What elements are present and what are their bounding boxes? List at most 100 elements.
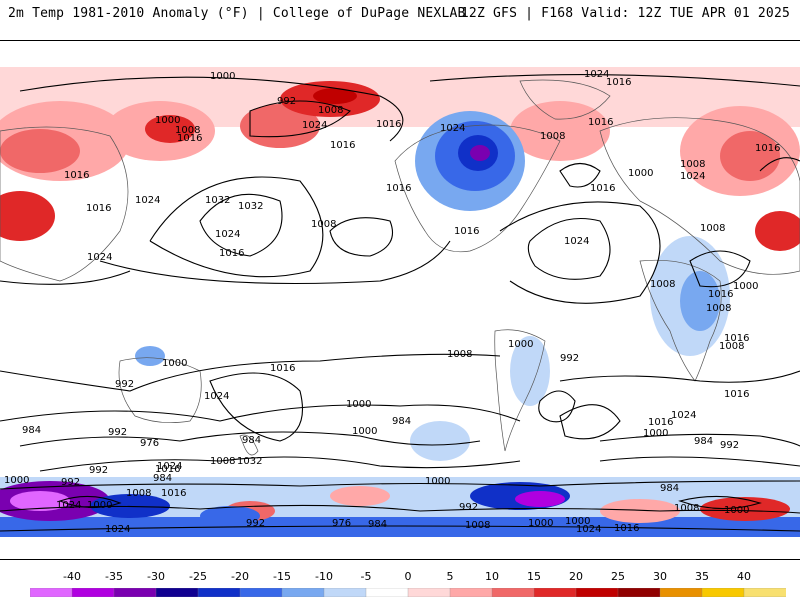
isobar-label: 1032: [237, 456, 262, 467]
colorbar-swatch: [407, 588, 451, 597]
colorbar-tick-label: -25: [189, 570, 207, 583]
isobar-label: 992: [277, 96, 296, 107]
isobar-label: 1024: [680, 171, 705, 182]
isobar-label: 1016: [330, 140, 355, 151]
isobar-label: 1024: [302, 120, 327, 131]
isobar-label: 1016: [724, 333, 749, 344]
colorbar-tick-label: 20: [569, 570, 583, 583]
isobar-label: 992: [459, 502, 478, 513]
isobar-label: 1000: [628, 168, 653, 179]
colorbar-tick-label: 0: [404, 570, 412, 583]
warm-anomaly-areas: [0, 81, 800, 523]
colorbar-tick-label: -20: [231, 570, 249, 583]
isobar-label: 1008: [311, 219, 336, 230]
colorbar-swatch: [113, 588, 157, 597]
colorbar-tick-label: 15: [527, 570, 541, 583]
isobar-label: 1024: [204, 391, 229, 402]
isobar-label: 984: [660, 483, 679, 494]
model-run-info: 12Z GFS | F168 Valid: 12Z TUE APR 01 202…: [460, 6, 790, 21]
isobar-label: 992: [560, 353, 579, 364]
coastlines: [0, 79, 800, 456]
isobar-label: 1008: [674, 503, 699, 514]
isobar-label: 1016: [614, 523, 639, 534]
isobar-label: 1016: [64, 170, 89, 181]
isobar-label: 1024: [576, 524, 601, 535]
isobar-label: 1008: [210, 456, 235, 467]
isobar-label: 976: [332, 518, 351, 529]
isobar-label: 1008: [126, 488, 151, 499]
isobar-label: 1000: [346, 399, 371, 410]
isobar-label: 1000: [643, 428, 668, 439]
colorbar-swatch: [449, 588, 493, 597]
isobar-label: 1000: [4, 475, 29, 486]
antarctic-cold-band: [0, 517, 800, 537]
isobar-label: 1024: [87, 252, 112, 263]
colorbar-swatch: [365, 588, 409, 597]
colorbar-tick-label: -15: [273, 570, 291, 583]
colorbar-tick-label: 35: [695, 570, 709, 583]
colorbar-scale: [30, 588, 786, 597]
colorbar-tick-label: 5: [446, 570, 454, 583]
isobar-label: 1008: [706, 303, 731, 314]
isobar-label: 1016: [386, 183, 411, 194]
isobar-label: 984: [392, 416, 411, 427]
colorbar-swatch: [491, 588, 535, 597]
colorbar-swatch: [659, 588, 703, 597]
isobar-label: 1016: [588, 117, 613, 128]
temperature-anomaly-map: 1000 992 1008 1000 1008 1024 1016 1016 1…: [0, 67, 800, 537]
colorbar-swatch: [197, 588, 241, 597]
isobar-label: 1016: [86, 203, 111, 214]
isobar-label: 1024: [564, 236, 589, 247]
isobar-label: 1016: [755, 143, 780, 154]
colorbar-swatch: [155, 588, 199, 597]
header: 2m Temp 1981-2010 Anomaly (°F) | College…: [0, 0, 800, 34]
isobar-label: 1008: [680, 159, 705, 170]
isobar-label: 1000: [565, 516, 590, 527]
isobar-label: 1024: [584, 69, 609, 80]
colorbar-legend: -40 -35 -30 -25 -20 -15 -10 -5 0 5 10 15 20 25 30 35 40: [30, 570, 786, 598]
map-panel: 1000 992 1008 1000 1008 1024 1016 1016 1…: [0, 40, 800, 560]
isobar-label: 1008: [447, 349, 472, 360]
isobar-label: 1016: [590, 183, 615, 194]
colorbar-swatch: [617, 588, 661, 597]
colorbar-swatch: [533, 588, 577, 597]
colorbar-swatch: [575, 588, 619, 597]
isobar-label: 1000: [724, 505, 749, 516]
isobar-label: 992: [108, 427, 127, 438]
isobar-label: 1016: [155, 464, 180, 475]
isobar-label: 1024: [56, 500, 81, 511]
isobar-label: 984: [242, 435, 261, 446]
isobar-label: 1008: [700, 223, 725, 234]
isobar-label: 1016: [606, 77, 631, 88]
isobar-label: 1016: [454, 226, 479, 237]
colorbar-tick-label: 40: [737, 570, 751, 583]
isobar-label-group: 1000 992 1008 1000 1008 1024 1016 1016 1…: [4, 69, 780, 535]
isobar-label: 1016: [376, 119, 401, 130]
isobar-label: 984: [22, 425, 41, 436]
isobar-label: 1000: [425, 476, 450, 487]
map-title: 2m Temp 1981-2010 Anomaly (°F) | College…: [8, 6, 466, 21]
isobar-label: 1016: [219, 248, 244, 259]
isobar-label: 1024: [215, 229, 240, 240]
isobar-label: 992: [246, 518, 265, 529]
isobar-label: 1024: [671, 410, 696, 421]
colorbar-tick-label: -35: [105, 570, 123, 583]
colorbar-tick-label: -40: [63, 570, 81, 583]
colorbar-swatch: [71, 588, 115, 597]
isobar-label: 1024: [440, 123, 465, 134]
isobar-label: 1008: [650, 279, 675, 290]
isobar-label: 992: [720, 440, 739, 451]
isobar-label: 1024: [135, 195, 160, 206]
isobar-label: 1016: [648, 417, 673, 428]
isobar-label: 1000: [87, 500, 112, 511]
isobar-label: 1032: [238, 201, 263, 212]
isobar-label: 1016: [161, 488, 186, 499]
colorbar-swatch: [239, 588, 283, 597]
isobar-label: 992: [115, 379, 134, 390]
isobar-label: 992: [89, 465, 108, 476]
isobar-label: 1000: [155, 115, 180, 126]
isobar-label: 1000: [528, 518, 553, 529]
isobar-label: 1016: [708, 289, 733, 300]
isobar-label: 984: [694, 436, 713, 447]
isobar-label: 1000: [733, 281, 758, 292]
